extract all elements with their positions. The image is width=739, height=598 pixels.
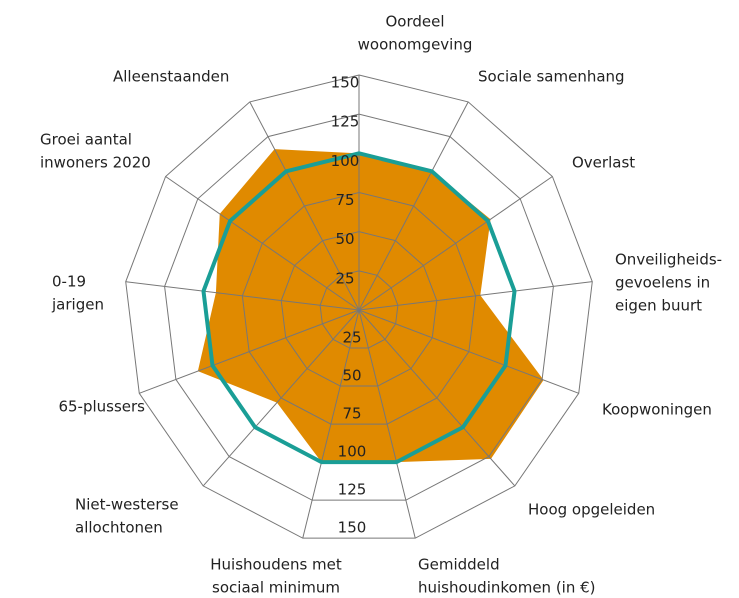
category-label: Sociale samenhang [478,68,625,86]
r-tick-label: 25 [342,329,361,347]
category-label: Groei aantal [40,131,132,149]
category-label: inwoners 2020 [40,154,151,172]
category-label: 65-plussers [58,398,145,416]
r-tick-label: 125 [338,481,367,499]
category-label: 0-19 [52,273,86,291]
grid-ring [319,270,399,349]
category-label: Niet-westerse [75,496,179,514]
r-tick-label: 125 [331,113,360,131]
axis-spoke [202,309,360,487]
category-label: allochtonen [75,519,163,537]
grid-ring [280,231,438,387]
axis-spoke [165,176,360,311]
r-tick-label: 100 [338,443,367,461]
category-label: jarigen [51,296,104,314]
axis-spoke [139,309,360,394]
area [197,149,544,463]
category-label: Oordeel [385,13,444,31]
series-layer [197,149,544,463]
category-label: gevoelens in [615,274,710,292]
axis-spoke [358,281,593,311]
category-label: Hoog opgeleiden [528,501,655,519]
r-tick-label: 75 [342,405,361,423]
line [201,151,517,465]
r-tick-label: 50 [342,367,361,385]
axis-spoke [358,309,416,539]
axis-spoke [358,309,579,394]
category-label: Koopwoningen [602,401,712,419]
category-label: Gemiddeld [418,556,500,574]
category-label: Alleenstaanden [113,68,229,86]
axis-spoke [302,309,360,539]
r-tick-label: 100 [331,152,360,170]
grid-ring [164,113,554,501]
category-label: eigen buurt [615,297,702,315]
axis-spoke [358,176,553,311]
category-label: sociaal minimum [212,579,340,597]
r-tick-label: 75 [335,191,354,209]
category-label: Huishoudens met [210,556,342,574]
overlay: 25 25 50 50 75 75 100 100 125 125 150 150 Oordeel woo… [40,13,722,597]
grid [125,74,593,539]
axis-spoke [358,309,516,487]
r-tick-label: 150 [331,74,360,92]
r-tick-label: 50 [335,230,354,248]
axis-spoke [358,101,469,311]
axis-spoke [249,101,360,311]
category-label: huishoudinkomen (in €) [418,579,596,597]
grid-ring [125,74,593,539]
category-label: Overlast [572,154,635,172]
r-tick-label: 25 [335,269,354,287]
category-label: woonomgeving [358,36,473,54]
grid-ring [241,191,477,425]
category-label: Onveiligheids- [615,251,722,269]
axis-spoke [125,281,360,311]
r-tick-label: 150 [338,519,367,537]
